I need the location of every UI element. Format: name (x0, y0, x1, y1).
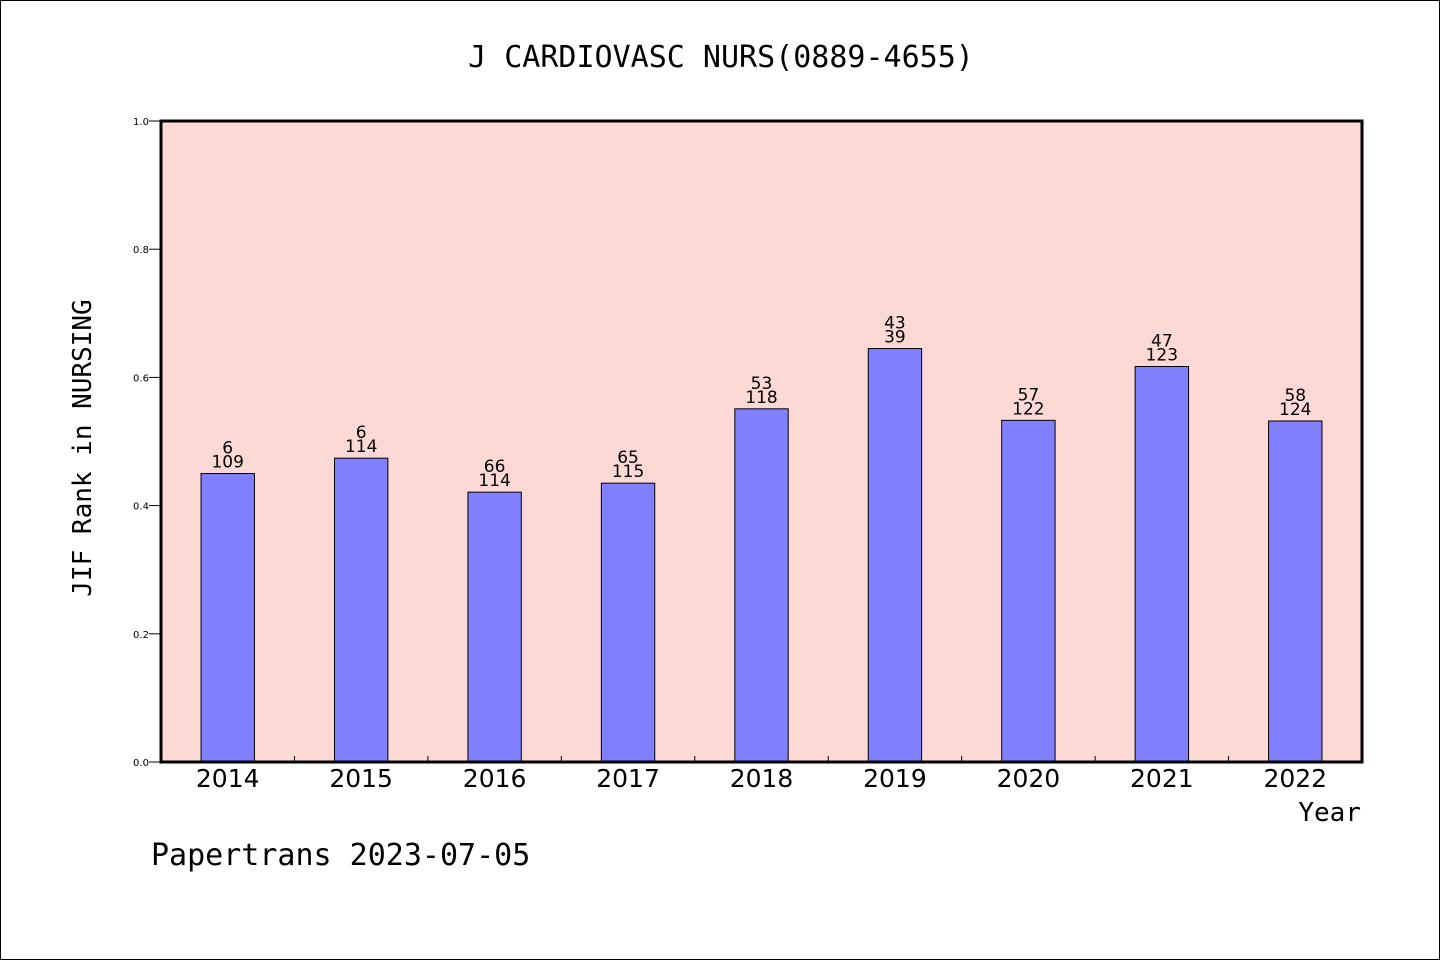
bar-total-label-2020: 122 (1012, 399, 1044, 419)
bar-2020 (1001, 419, 1056, 763)
y-tick-label: 0.2 (133, 630, 149, 641)
x-tick-label-2016: 2016 (463, 764, 527, 793)
x-tick-label-2014: 2014 (196, 764, 260, 793)
bar-rank-label-2020: 57 (1018, 385, 1040, 405)
bar-rank-label-2019: 43 (884, 314, 906, 334)
bar-total-label-2017: 115 (612, 462, 644, 482)
bar-2016 (467, 491, 522, 763)
bar-2018 (734, 408, 789, 763)
ticks-group: 2014 2015 2016 2017 2018 2019 2020 2021 2022 0.0 0… (133, 117, 1327, 793)
bar-rank-label-2017: 65 (617, 448, 639, 468)
bar-total-label-2014: 109 (211, 453, 243, 473)
x-tick-label-2020: 2020 (997, 764, 1061, 793)
bar-2017 (600, 482, 656, 763)
bar-total-label-2016: 114 (478, 471, 510, 491)
bar-total-label-2019: 39 (884, 328, 906, 348)
bar-total-label-2022: 124 (1279, 400, 1311, 420)
bar-rank-label-2022: 58 (1284, 386, 1306, 406)
x-tick-label-2018: 2018 (730, 764, 794, 793)
x-tick-label-2022: 2022 (1263, 764, 1327, 793)
footer-text: Papertrans 2023-07-05 (151, 838, 530, 873)
bar-2014 (200, 473, 255, 763)
bar-rank-label-2021: 47 (1151, 332, 1173, 352)
bar-rank-label-2018: 53 (751, 374, 773, 394)
x-tick-label-2019: 2019 (863, 764, 927, 793)
bar-2022 (1268, 420, 1323, 763)
bar-rank-label-2015: 6 (356, 423, 367, 443)
bar-total-label-2015: 114 (345, 437, 377, 457)
x-tick-label-2017: 2017 (596, 764, 660, 793)
bar-total-label-2021: 123 (1146, 346, 1178, 366)
chart-title: J CARDIOVASC NURS(0889-4655) (468, 40, 974, 75)
bars-group: 6109611466114651155311843395712247123581… (200, 314, 1323, 763)
plot-border (159, 119, 1364, 764)
bar-2021 (1134, 366, 1190, 763)
bar-2019 (867, 348, 923, 763)
y-tick-label: 1.0 (133, 117, 149, 128)
bar-total-label-2018: 118 (745, 388, 777, 408)
y-tick-label: 0.4 (133, 502, 149, 513)
x-tick-label-2021: 2021 (1130, 764, 1194, 793)
bar-2015 (333, 457, 389, 763)
bar-rank-label-2014: 6 (222, 439, 233, 459)
y-axis-label: JIF Rank in NURSING (68, 299, 98, 596)
y-tick-label: 0.6 (133, 373, 149, 384)
x-axis-label: Year (1298, 798, 1361, 828)
y-tick-label: 0.8 (133, 245, 149, 256)
y-tick-label: 0.0 (133, 758, 149, 769)
bar-rank-label-2016: 66 (484, 457, 506, 477)
x-tick-label-2015: 2015 (329, 764, 393, 793)
